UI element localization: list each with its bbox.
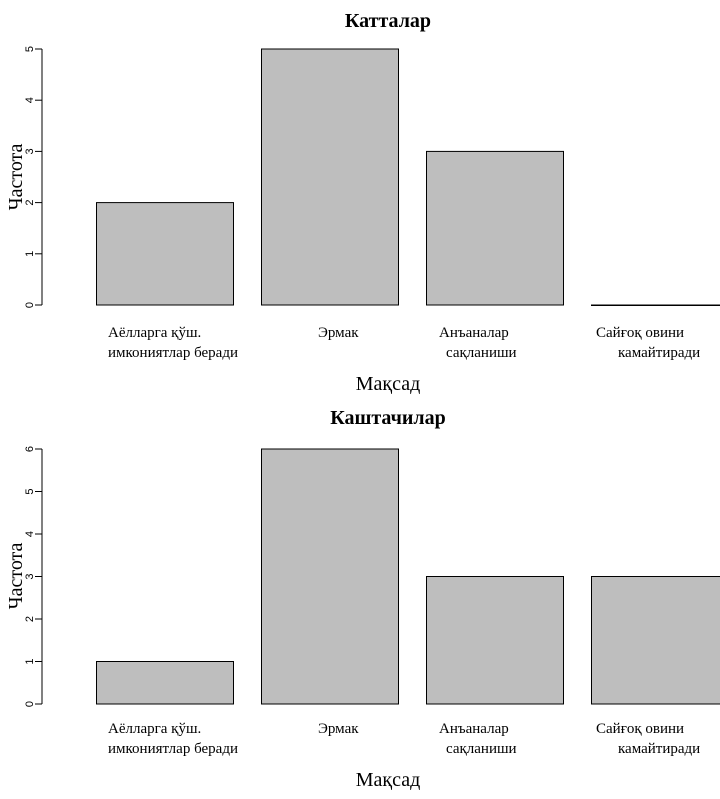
category-label: Эрмак: [318, 325, 359, 341]
category-label: Аёлларга қўш.имкониятлар беради: [108, 721, 238, 757]
bar: [97, 662, 234, 705]
y-axis-title: Частота: [5, 143, 27, 210]
y-tick-label: 0: [24, 302, 36, 308]
chart-title: Катталар: [345, 10, 431, 32]
y-tick-label: 1: [24, 251, 36, 257]
bar: [262, 49, 399, 305]
x-axis-title: Мақсад: [356, 373, 421, 395]
bar: [592, 577, 720, 705]
category-label: Аёлларга қўш.имкониятлар беради: [108, 325, 238, 361]
y-tick-label: 4: [24, 97, 36, 103]
bar: [262, 449, 399, 704]
bar: [427, 577, 564, 705]
y-tick-label: 5: [24, 488, 36, 494]
bar: [592, 305, 720, 306]
x-axis-title: Мақсад: [356, 769, 421, 791]
y-tick-label: 6: [24, 446, 36, 452]
y-tick-label: 0: [24, 701, 36, 707]
chart-title: Каштачилар: [330, 407, 446, 429]
y-tick-label: 5: [24, 46, 36, 52]
category-label: Эрмак: [318, 721, 359, 737]
y-tick-label: 2: [24, 616, 36, 622]
y-tick-label: 1: [24, 658, 36, 664]
bar: [97, 203, 234, 305]
y-tick-label: 4: [24, 531, 36, 537]
y-axis-title: Частота: [5, 542, 27, 609]
bar: [427, 151, 564, 305]
